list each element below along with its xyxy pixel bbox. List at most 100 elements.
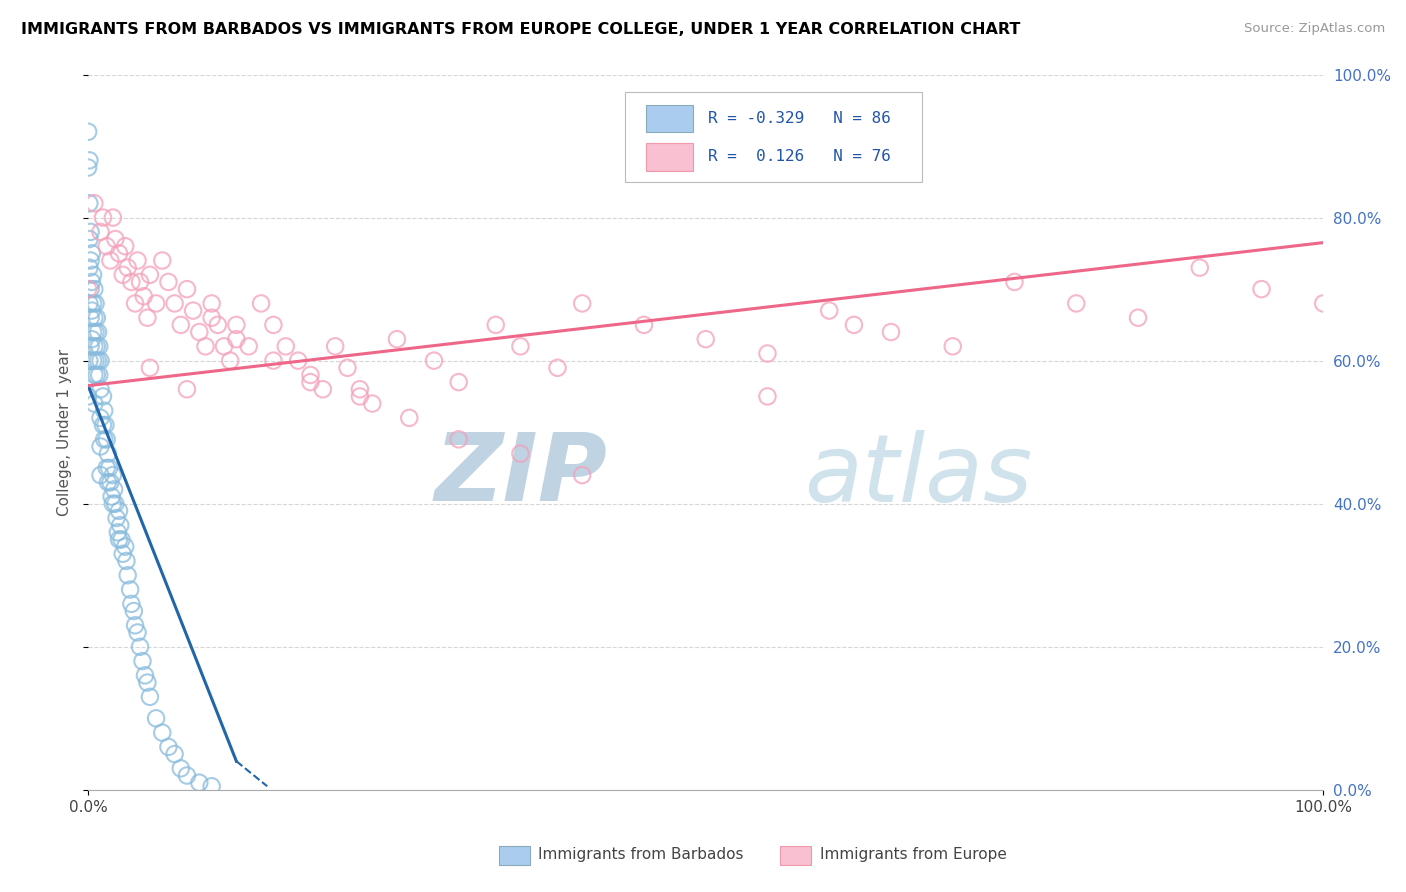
Point	[89, 440, 111, 454]
Point	[225, 318, 247, 332]
Point	[97, 447, 120, 461]
Point	[98, 461, 121, 475]
Point	[111, 268, 134, 282]
Point	[96, 433, 118, 447]
Point	[117, 260, 139, 275]
Point	[79, 339, 101, 353]
Point	[87, 325, 110, 339]
Point	[94, 417, 117, 432]
Point	[176, 768, 198, 782]
Point	[83, 368, 105, 382]
Point	[100, 490, 122, 504]
Point	[150, 253, 173, 268]
Point	[96, 461, 118, 475]
Point	[127, 253, 149, 268]
Point	[132, 289, 155, 303]
Point	[101, 211, 124, 225]
Point	[101, 497, 124, 511]
Point	[139, 360, 162, 375]
Point	[103, 483, 125, 497]
Point	[120, 597, 142, 611]
FancyBboxPatch shape	[647, 144, 693, 170]
Point	[96, 239, 118, 253]
Point	[110, 518, 132, 533]
Point	[91, 211, 114, 225]
Point	[108, 504, 131, 518]
Point	[79, 296, 101, 310]
Point	[299, 375, 322, 389]
Point	[120, 582, 142, 597]
Point	[79, 353, 101, 368]
Point	[77, 282, 100, 296]
Point	[336, 360, 359, 375]
Point	[77, 125, 100, 139]
Point	[756, 346, 779, 360]
FancyBboxPatch shape	[647, 104, 693, 132]
Text: ZIP: ZIP	[434, 429, 607, 521]
Point	[77, 161, 100, 175]
Point	[105, 511, 128, 525]
Point	[398, 410, 420, 425]
Text: IMMIGRANTS FROM BARBADOS VS IMMIGRANTS FROM EUROPE COLLEGE, UNDER 1 YEAR CORRELA: IMMIGRANTS FROM BARBADOS VS IMMIGRANTS F…	[21, 22, 1021, 37]
Point	[82, 296, 104, 310]
Point	[80, 246, 103, 260]
Point	[262, 318, 284, 332]
Point	[509, 339, 531, 353]
Point	[129, 640, 152, 654]
Point	[93, 433, 115, 447]
Point	[89, 225, 111, 239]
Bar	[780, 846, 811, 865]
Point	[157, 739, 180, 754]
Point	[82, 325, 104, 339]
Bar	[499, 846, 530, 865]
Point	[83, 196, 105, 211]
Point	[212, 339, 235, 353]
Point	[115, 554, 138, 568]
Point	[349, 389, 371, 403]
Point	[571, 296, 593, 310]
Point	[1312, 296, 1334, 310]
Point	[880, 325, 903, 339]
Point	[89, 339, 111, 353]
Point	[110, 533, 132, 547]
Point	[77, 389, 100, 403]
Point	[79, 153, 101, 168]
Point	[201, 779, 224, 793]
Point	[163, 296, 186, 310]
Point	[181, 303, 204, 318]
Point	[79, 232, 101, 246]
Point	[134, 668, 156, 682]
Point	[80, 275, 103, 289]
Point	[695, 332, 717, 346]
Text: R =  0.126   N = 76: R = 0.126 N = 76	[709, 150, 891, 164]
Point	[86, 368, 108, 382]
Point	[447, 375, 470, 389]
Point	[82, 268, 104, 282]
Point	[91, 417, 114, 432]
Point	[485, 318, 508, 332]
Point	[79, 260, 101, 275]
Point	[79, 282, 101, 296]
Point	[423, 353, 446, 368]
Point	[225, 332, 247, 346]
Point	[101, 468, 124, 483]
Point	[100, 475, 122, 490]
Point	[447, 433, 470, 447]
Point	[163, 747, 186, 761]
Point	[89, 468, 111, 483]
Point	[84, 296, 107, 310]
Point	[114, 239, 136, 253]
Point	[87, 353, 110, 368]
Point	[117, 568, 139, 582]
Point	[509, 447, 531, 461]
Point	[145, 711, 167, 725]
Point	[145, 296, 167, 310]
Point	[176, 282, 198, 296]
Point	[633, 318, 655, 332]
Point	[287, 353, 309, 368]
Point	[1064, 296, 1087, 310]
Point	[139, 268, 162, 282]
Point	[818, 303, 841, 318]
Point	[942, 339, 965, 353]
Point	[108, 533, 131, 547]
